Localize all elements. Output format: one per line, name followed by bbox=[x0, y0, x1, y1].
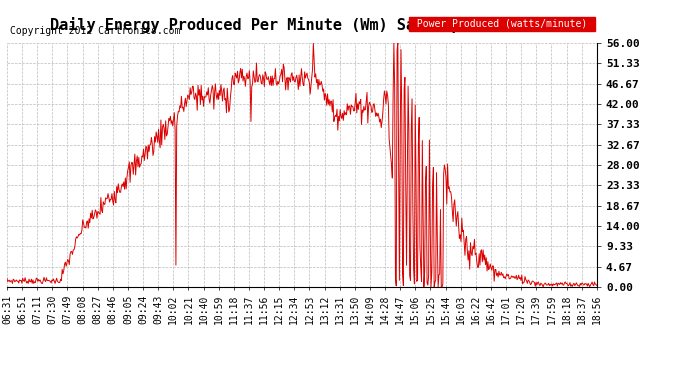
Text: Power Produced (watts/minute): Power Produced (watts/minute) bbox=[411, 19, 593, 29]
Text: Daily Energy Produced Per Minute (Wm) Sat Sep 15 19:01: Daily Energy Produced Per Minute (Wm) Sa… bbox=[50, 17, 543, 33]
Text: Copyright 2012 Cartronics.com: Copyright 2012 Cartronics.com bbox=[10, 26, 181, 36]
